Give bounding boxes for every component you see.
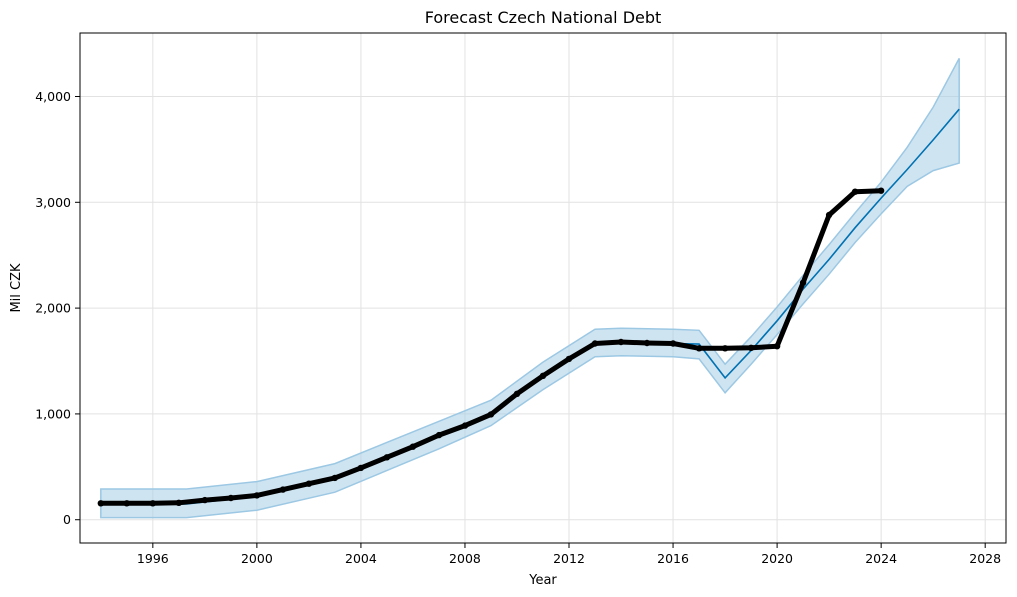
actual-point bbox=[435, 431, 443, 439]
actual-trace bbox=[98, 188, 884, 506]
actual-points-layer bbox=[97, 187, 885, 507]
actual-point bbox=[565, 355, 573, 363]
grid-lines bbox=[80, 33, 1006, 543]
actual-point bbox=[97, 500, 105, 507]
x-tick-label: 2024 bbox=[865, 551, 897, 566]
actual-point bbox=[409, 443, 417, 450]
x-tick-label: 2028 bbox=[969, 551, 1001, 566]
y-axis-label: Mil CZK bbox=[9, 263, 24, 313]
forecast-line bbox=[100, 108, 960, 505]
y-tick-label: 2,000 bbox=[35, 301, 71, 316]
y-tick-label: 0 bbox=[63, 512, 71, 527]
x-tick-label: 1996 bbox=[137, 551, 169, 566]
actual-point bbox=[643, 339, 651, 347]
actual-point bbox=[877, 187, 885, 194]
actual-point bbox=[175, 499, 182, 506]
actual-point bbox=[123, 500, 130, 507]
actual-point bbox=[591, 340, 599, 347]
x-axis-ticks: 1996 2000 2004 2008 2012 2016 2020 2024 2028 bbox=[137, 543, 1001, 566]
actual-point bbox=[513, 390, 521, 397]
actual-point bbox=[825, 211, 833, 219]
plot-area-frame bbox=[79, 32, 1007, 544]
forecast-line-layer bbox=[100, 108, 960, 505]
y-tick-label: 1,000 bbox=[35, 406, 71, 421]
actual-point bbox=[357, 464, 365, 472]
actual-point bbox=[227, 494, 235, 502]
actual-point bbox=[383, 454, 391, 461]
actual-point bbox=[617, 338, 625, 346]
actual-point bbox=[669, 340, 677, 347]
actual-point bbox=[253, 492, 261, 499]
chart-title: Forecast Czech National Debt bbox=[425, 8, 662, 27]
actual-point bbox=[461, 422, 469, 429]
y-tick-label: 4,000 bbox=[35, 89, 71, 104]
uncertainty-band-layer bbox=[100, 58, 960, 519]
actual-point bbox=[201, 496, 209, 504]
y-axis-ticks: 0 1,000 2,000 3,000 4,000 bbox=[35, 89, 80, 527]
x-tick-label: 2020 bbox=[761, 551, 793, 566]
x-tick-label: 2004 bbox=[345, 551, 377, 566]
actual-point bbox=[799, 279, 807, 286]
actual-point bbox=[747, 344, 755, 351]
actual-point bbox=[149, 500, 156, 507]
actual-point bbox=[851, 188, 859, 195]
actual-point bbox=[305, 480, 313, 487]
x-tick-label: 2016 bbox=[657, 551, 689, 566]
uncertainty-band bbox=[100, 58, 960, 519]
actual-point bbox=[487, 411, 495, 418]
x-tick-label: 2008 bbox=[449, 551, 481, 566]
actual-point bbox=[331, 474, 339, 482]
actual-point bbox=[695, 345, 703, 352]
x-axis-label: Year bbox=[528, 573, 557, 588]
actual-point bbox=[539, 372, 547, 379]
actual-point bbox=[721, 345, 729, 352]
actual-point bbox=[279, 486, 287, 493]
y-tick-label: 3,000 bbox=[35, 195, 71, 210]
x-tick-label: 2000 bbox=[241, 551, 273, 566]
actual-point bbox=[773, 343, 781, 350]
x-tick-label: 2012 bbox=[553, 551, 585, 566]
